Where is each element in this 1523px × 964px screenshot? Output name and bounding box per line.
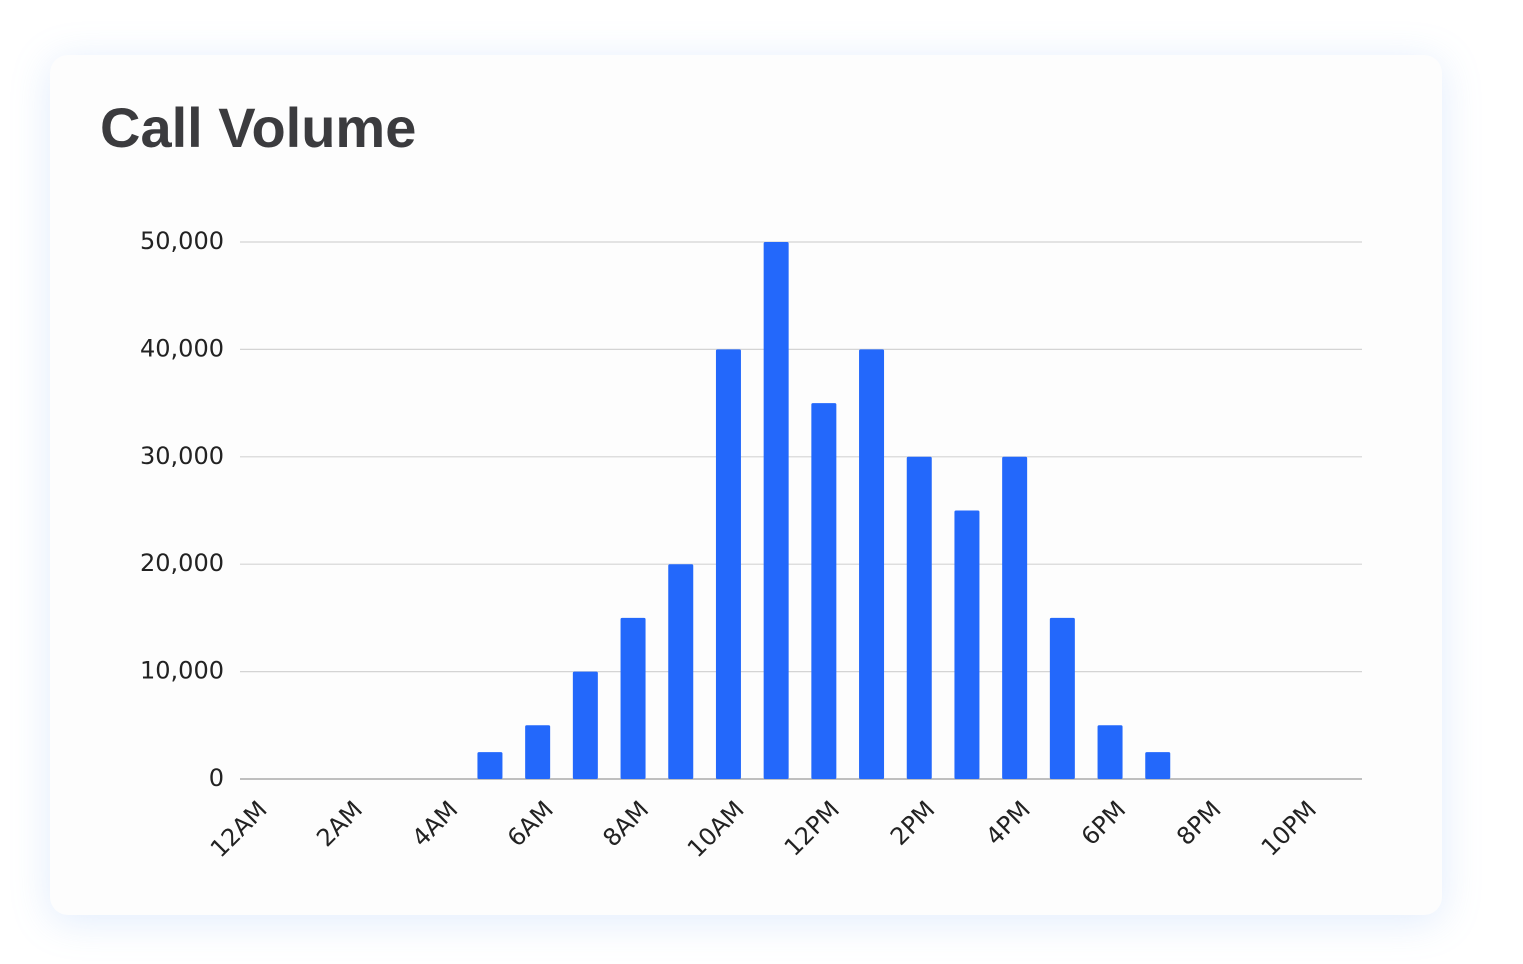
bar — [668, 564, 694, 779]
x-tick-label: 4PM — [980, 795, 1035, 850]
bar — [715, 349, 741, 779]
bar — [859, 349, 885, 779]
bar — [954, 510, 980, 779]
y-tick-label: 10,000 — [140, 657, 224, 685]
x-tick-label: 8PM — [1171, 795, 1226, 850]
x-tick-label: 4AM — [407, 795, 464, 852]
bar — [811, 403, 837, 779]
x-tick-label: 10PM — [1256, 795, 1322, 861]
y-tick-label: 20,000 — [140, 549, 224, 577]
x-tick-label: 10AM — [682, 795, 750, 863]
bar — [477, 752, 503, 779]
bar — [763, 242, 789, 779]
bar — [906, 456, 932, 779]
chart-title: Call Volume — [100, 96, 416, 159]
y-tick-label: 40,000 — [140, 334, 224, 362]
bar — [525, 725, 551, 779]
bar — [1049, 617, 1075, 779]
y-tick-label: 50,000 — [140, 227, 224, 255]
x-tick-label: 8AM — [597, 795, 654, 852]
x-tick-label: 2AM — [311, 795, 368, 852]
bar — [572, 671, 598, 779]
x-tick-label: 12AM — [205, 795, 273, 863]
y-tick-label: 30,000 — [140, 442, 224, 470]
x-tick-label: 6AM — [502, 795, 559, 852]
y-tick-label: 0 — [209, 764, 224, 792]
bar — [1145, 752, 1171, 779]
card — [50, 55, 1442, 915]
x-tick-label: 12PM — [779, 795, 845, 861]
x-tick-label: 6PM — [1076, 795, 1131, 850]
bar — [1097, 725, 1123, 779]
bar — [1002, 456, 1028, 779]
bar — [620, 617, 646, 779]
x-tick-label: 2PM — [885, 795, 940, 850]
